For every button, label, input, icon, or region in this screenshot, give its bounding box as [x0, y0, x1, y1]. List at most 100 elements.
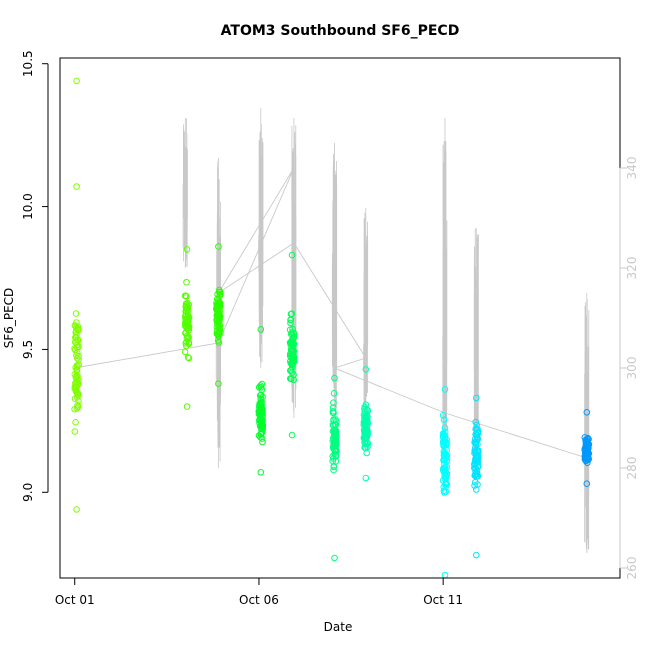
data-point — [332, 446, 340, 454]
data-point — [72, 310, 80, 317]
data-point — [183, 246, 191, 253]
secondary-spike — [473, 228, 479, 468]
data-point — [74, 391, 82, 399]
data-point — [473, 421, 481, 429]
data-point — [441, 571, 449, 579]
data-point — [360, 411, 368, 419]
x-tick-label: Oct 11 — [423, 593, 463, 607]
data-point — [288, 251, 296, 259]
data-point — [583, 480, 591, 488]
secondary-tick-label: 280 — [625, 457, 639, 480]
data-point — [473, 436, 481, 444]
data-point — [73, 383, 80, 390]
data-point — [71, 428, 79, 435]
data-point — [183, 403, 191, 410]
data-point — [363, 449, 371, 457]
data-point — [288, 347, 295, 354]
data-point — [440, 451, 448, 459]
data-point — [74, 375, 81, 382]
secondary-spike — [182, 118, 188, 268]
data-point — [362, 366, 370, 373]
data-point — [287, 375, 294, 382]
data-point — [364, 418, 371, 426]
secondary-spike — [584, 293, 590, 553]
data-point — [257, 391, 265, 399]
x-tick-label: Oct 06 — [239, 593, 279, 607]
data-point — [257, 396, 265, 403]
data-point — [289, 359, 297, 367]
data-point — [473, 551, 480, 559]
data-point — [472, 418, 480, 426]
secondary-spike — [331, 143, 338, 408]
secondary-spike — [363, 208, 369, 418]
data-point — [258, 380, 266, 388]
data-point — [184, 303, 192, 311]
data-point — [471, 461, 478, 469]
data-point — [75, 327, 82, 334]
data-point-outlier — [73, 77, 80, 85]
data-point — [290, 358, 298, 366]
data-point — [185, 314, 193, 322]
x-axis-label: Date — [324, 620, 353, 634]
data-point — [290, 350, 297, 358]
chart-title: ATOM3 Southbound SF6_PECD — [221, 23, 460, 39]
data-point — [473, 468, 481, 476]
data-point — [74, 381, 82, 388]
y-axis-label: SF6_PECD — [2, 288, 16, 349]
data-point — [473, 425, 480, 432]
data-point — [74, 363, 81, 370]
data-point — [473, 486, 480, 493]
secondary-tick-label: 340 — [625, 157, 639, 180]
data-point — [182, 300, 190, 308]
data-point — [74, 323, 82, 331]
data-point — [257, 326, 265, 333]
data-point — [74, 372, 81, 380]
points-layer — [71, 77, 593, 579]
data-point — [331, 554, 338, 562]
data-point — [362, 474, 370, 482]
secondary-spike — [442, 118, 448, 458]
data-point — [441, 424, 449, 432]
y-tick-label: 9.0 — [21, 483, 35, 502]
data-point — [216, 286, 223, 294]
data-point — [287, 350, 294, 358]
data-point — [185, 354, 193, 362]
data-point — [217, 290, 224, 298]
data-point — [583, 409, 591, 416]
data-point — [74, 336, 81, 343]
data-point — [471, 444, 479, 452]
data-point — [330, 462, 338, 470]
data-point — [287, 367, 294, 374]
data-point — [257, 407, 265, 415]
data-point — [330, 428, 338, 436]
data-point — [183, 321, 190, 328]
data-point — [287, 319, 294, 327]
data-point — [184, 307, 192, 314]
data-point — [257, 425, 265, 433]
data-point — [329, 404, 337, 411]
data-point — [183, 338, 190, 346]
data-point — [331, 374, 338, 382]
data-point — [75, 361, 82, 369]
data-point — [473, 394, 480, 402]
data-point — [330, 417, 337, 424]
axes-layer: 9.0 9.5 10.0 10.5 Oct 01 Oct 06 Oct 11 260 280 30… — [21, 50, 639, 607]
data-point — [363, 434, 370, 441]
data-point — [585, 435, 592, 443]
data-point — [474, 429, 482, 437]
data-point — [584, 434, 592, 442]
data-point — [73, 506, 80, 513]
data-point — [361, 417, 368, 425]
data-point — [73, 319, 80, 326]
data-point — [215, 298, 223, 306]
data-point — [290, 376, 298, 384]
data-point — [288, 369, 296, 376]
data-point — [183, 342, 190, 350]
data-point — [442, 488, 450, 496]
data-point — [73, 344, 81, 351]
data-point — [216, 313, 224, 320]
data-point — [75, 343, 82, 350]
data-point — [213, 306, 220, 313]
data-point — [440, 416, 448, 424]
data-point — [287, 316, 295, 323]
